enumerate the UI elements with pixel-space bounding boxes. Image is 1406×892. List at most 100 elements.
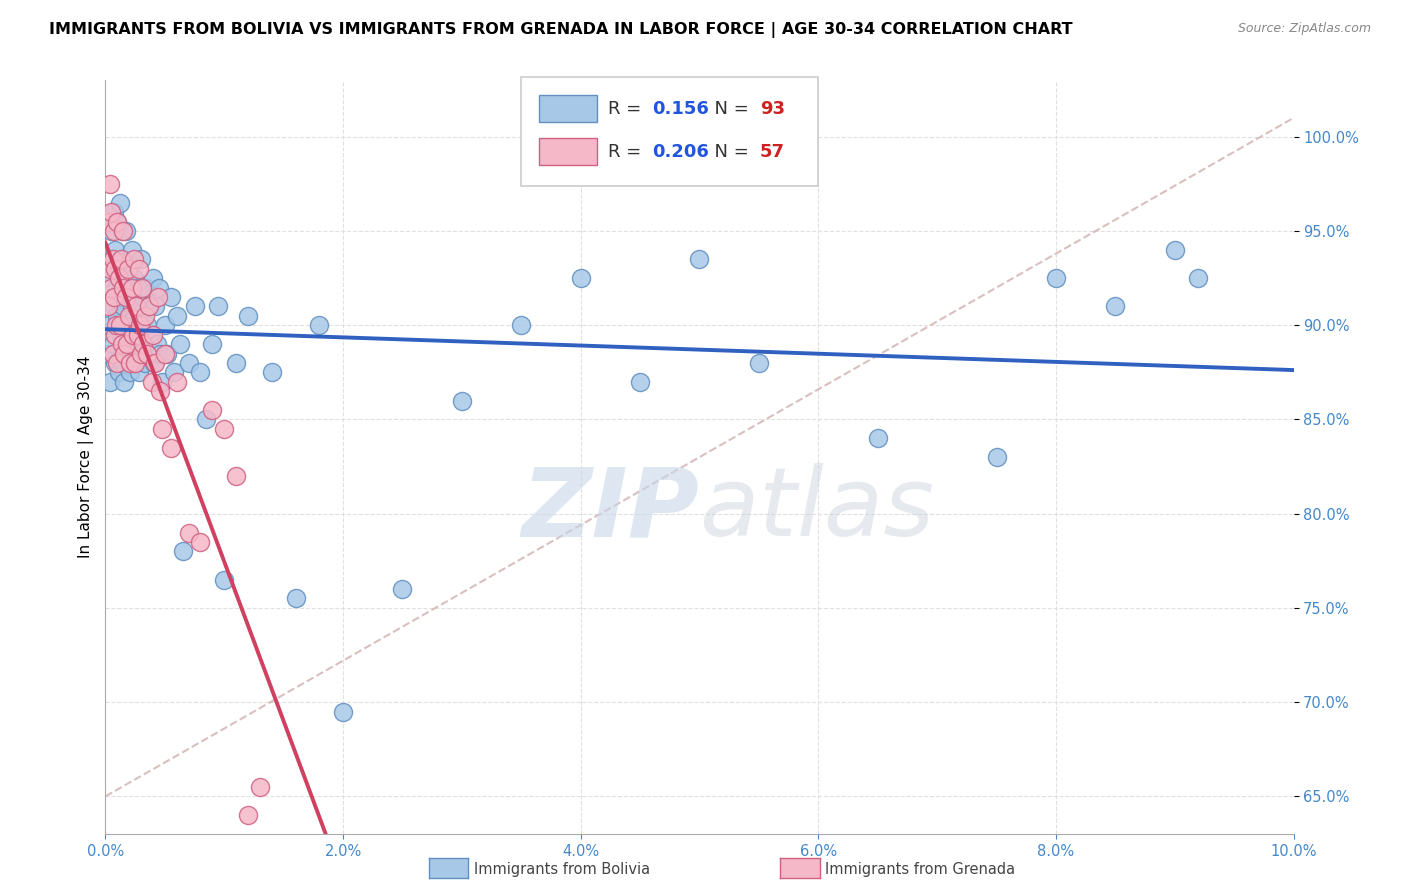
- Point: [121, 300, 143, 314]
- Point: [105, 214, 128, 228]
- Point: [143, 300, 166, 314]
- Point: [143, 356, 166, 370]
- Point: [142, 271, 165, 285]
- FancyBboxPatch shape: [522, 77, 818, 186]
- Point: [108, 195, 131, 210]
- Point: [120, 356, 142, 370]
- Point: [166, 309, 188, 323]
- Text: ZIP: ZIP: [522, 464, 700, 557]
- Point: [142, 327, 165, 342]
- Text: Immigrants from Grenada: Immigrants from Grenada: [825, 863, 1015, 877]
- Point: [121, 327, 143, 342]
- Point: [112, 224, 135, 238]
- Point: [101, 337, 124, 351]
- Point: [136, 346, 159, 360]
- Point: [146, 290, 169, 304]
- Point: [510, 318, 533, 333]
- Point: [128, 261, 150, 276]
- Point: [110, 252, 132, 267]
- Point: [107, 365, 129, 379]
- Point: [169, 337, 191, 351]
- Point: [101, 346, 124, 360]
- Point: [114, 224, 136, 238]
- Point: [172, 544, 194, 558]
- Point: [139, 327, 162, 342]
- Point: [225, 469, 247, 483]
- Point: [110, 327, 132, 342]
- Point: [112, 300, 135, 314]
- Text: 0.156: 0.156: [652, 100, 709, 118]
- Point: [129, 300, 152, 314]
- Point: [332, 705, 354, 719]
- Point: [97, 346, 120, 360]
- Point: [98, 375, 121, 389]
- Point: [183, 300, 205, 314]
- Point: [131, 280, 153, 294]
- Text: IMMIGRANTS FROM BOLIVIA VS IMMIGRANTS FROM GRENADA IN LABOR FORCE | AGE 30-34 CO: IMMIGRANTS FROM BOLIVIA VS IMMIGRANTS FR…: [49, 22, 1073, 38]
- Point: [156, 346, 179, 360]
- Point: [103, 224, 125, 238]
- Point: [115, 337, 138, 351]
- Point: [118, 309, 141, 323]
- Point: [1187, 271, 1209, 285]
- Point: [201, 337, 224, 351]
- Point: [104, 243, 127, 257]
- Point: [121, 280, 143, 294]
- Point: [125, 300, 148, 314]
- Text: N =: N =: [703, 143, 755, 161]
- Point: [134, 309, 156, 323]
- Point: [98, 271, 121, 285]
- Point: [127, 280, 149, 294]
- Point: [129, 346, 152, 360]
- Point: [105, 309, 128, 323]
- Point: [159, 441, 181, 455]
- Point: [143, 356, 166, 370]
- Point: [308, 318, 330, 333]
- Text: 57: 57: [761, 143, 785, 161]
- Point: [118, 280, 141, 294]
- Point: [104, 356, 127, 370]
- Point: [748, 356, 770, 370]
- Point: [98, 214, 121, 228]
- Point: [112, 280, 135, 294]
- Point: [105, 280, 128, 294]
- Point: [100, 280, 122, 294]
- Point: [131, 337, 153, 351]
- Point: [207, 300, 229, 314]
- Point: [111, 337, 134, 351]
- Point: [177, 356, 200, 370]
- Point: [166, 375, 188, 389]
- Text: R =: R =: [607, 143, 647, 161]
- Point: [103, 205, 125, 219]
- Point: [159, 290, 181, 304]
- Point: [236, 808, 259, 822]
- Text: 0.206: 0.206: [652, 143, 709, 161]
- Point: [149, 346, 172, 360]
- Point: [114, 290, 136, 304]
- Point: [104, 327, 127, 342]
- Point: [136, 346, 159, 360]
- Point: [103, 300, 125, 314]
- Text: Source: ZipAtlas.com: Source: ZipAtlas.com: [1237, 22, 1371, 36]
- Point: [100, 224, 122, 238]
- Point: [110, 280, 132, 294]
- Point: [124, 356, 146, 370]
- Point: [1045, 271, 1067, 285]
- Text: 93: 93: [761, 100, 785, 118]
- Point: [103, 290, 125, 304]
- Point: [105, 318, 128, 333]
- Point: [138, 300, 160, 314]
- Point: [129, 318, 152, 333]
- Point: [149, 384, 172, 399]
- Point: [121, 243, 143, 257]
- Point: [120, 365, 142, 379]
- Point: [236, 309, 259, 323]
- Point: [98, 177, 121, 191]
- Point: [214, 573, 236, 587]
- Point: [152, 375, 174, 389]
- Point: [98, 261, 121, 276]
- Point: [145, 337, 167, 351]
- Point: [986, 450, 1008, 465]
- Point: [107, 261, 129, 276]
- Point: [107, 271, 129, 285]
